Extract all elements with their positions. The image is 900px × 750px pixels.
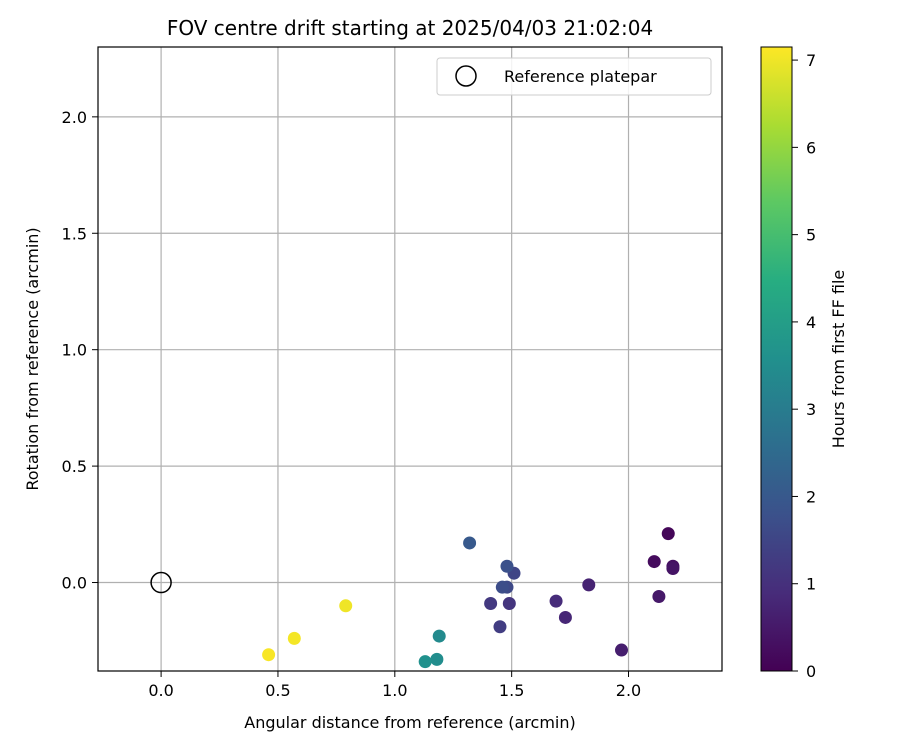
scatter-point	[495, 580, 509, 594]
scatter-point	[549, 594, 563, 608]
scatter-point	[652, 589, 666, 603]
scatter-point	[500, 559, 514, 573]
x-tick-label: 1.0	[382, 681, 407, 700]
scatter-point	[463, 536, 477, 550]
colorbar-ticks: 0 1 2 3 4 5 6 7	[792, 51, 816, 681]
reference-platepar-marker	[150, 571, 172, 594]
x-tick-label: 1.5	[499, 681, 524, 700]
colorbar-tick-label: 5	[806, 226, 816, 245]
x-tick-label: 2.0	[616, 681, 641, 700]
legend-open-circle-icon	[455, 65, 477, 87]
scatter-point	[502, 596, 516, 610]
y-tick-label: 2.0	[62, 108, 87, 127]
y-axis-ticks: 0.0 0.5 1.0 1.5 2.0	[62, 108, 98, 593]
scatter-point	[287, 631, 301, 645]
scatter-point	[615, 643, 629, 657]
scatter-points	[262, 527, 680, 669]
legend-label: Reference platepar	[504, 67, 657, 86]
colorbar-tick-label: 0	[806, 662, 816, 681]
plot-frame	[97, 46, 723, 672]
colorbar-tick-label: 2	[806, 487, 816, 506]
scatter-point	[647, 555, 661, 569]
scatter-point	[430, 652, 444, 666]
x-axis-ticks: 0.0 0.5 1.0 1.5 2.0	[148, 671, 641, 700]
scatter-point	[262, 648, 276, 662]
scatter-point	[582, 578, 596, 592]
y-tick-label: 0.0	[62, 574, 87, 593]
colorbar	[760, 46, 793, 672]
colorbar-tick-label: 7	[806, 51, 816, 70]
colorbar-tick-label: 1	[806, 575, 816, 594]
chart-title: FOV centre drift starting at 2025/04/03 …	[167, 16, 653, 40]
scatter-point	[432, 629, 446, 643]
scatter-point	[484, 596, 498, 610]
y-tick-label: 0.5	[62, 457, 87, 476]
scatter-point	[558, 610, 572, 624]
y-axis-label: Rotation from reference (arcmin)	[23, 227, 42, 490]
grid-lines	[98, 47, 722, 671]
colorbar-tick-label: 6	[806, 138, 816, 157]
scatter-point	[339, 599, 353, 613]
scatter-point	[661, 527, 675, 541]
scatter-point	[418, 655, 432, 669]
colorbar-tick-label: 3	[806, 400, 816, 419]
scatter-point	[493, 620, 507, 634]
legend: Reference platepar	[436, 57, 712, 96]
scatter-point	[666, 562, 680, 576]
x-tick-label: 0.5	[265, 681, 290, 700]
x-axis-label: Angular distance from reference (arcmin)	[244, 713, 575, 732]
x-tick-label: 0.0	[148, 681, 173, 700]
y-tick-label: 1.5	[62, 224, 87, 243]
y-tick-label: 1.0	[62, 341, 87, 360]
colorbar-tick-label: 4	[806, 313, 816, 332]
legend-box	[436, 57, 712, 96]
colorbar-label: Hours from first FF file	[829, 270, 848, 449]
